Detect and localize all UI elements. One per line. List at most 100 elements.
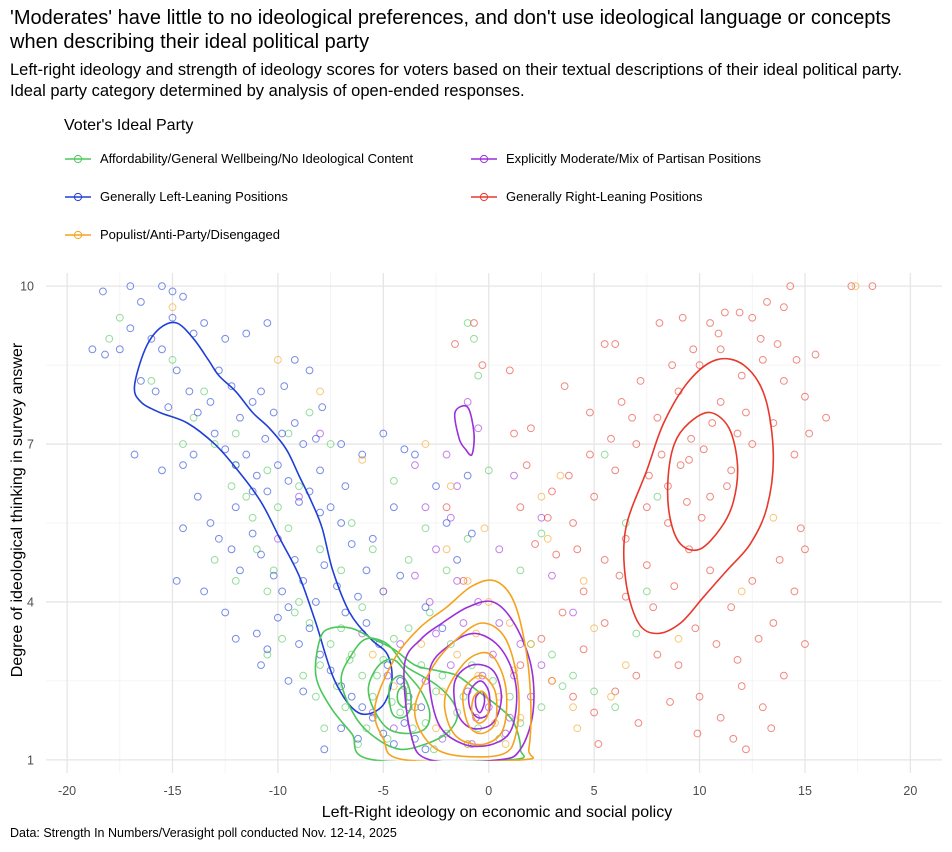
point-generally-right-leaning-positions [779,376,788,385]
point-generally-right-leaning-positions [801,545,809,554]
point-populist [607,692,615,701]
point-generally-right-leaning-positions [691,624,700,633]
point-generally-left-leaning-positions [168,313,177,322]
point-generally-left-leaning-positions [337,724,346,733]
point-populist [358,455,367,464]
point-generally-left-leaning-positions [193,492,202,501]
point-affordability [389,476,398,485]
legend-key-left [65,192,91,202]
chart-subtitle: Left-right ideology and strength of ideo… [10,61,903,100]
point-affordability [358,671,367,680]
point-generally-right-leaning-positions [847,282,856,291]
point-populist [417,640,426,648]
point-explicitly-moderate [432,629,440,638]
contour-explicitly-moderate [474,690,486,714]
point-affordability [337,566,346,575]
point-affordability [168,355,177,364]
point-generally-left-leaning-positions [326,503,335,512]
contour-generally-right-leaning-positions [666,411,739,552]
point-generally-right-leaning-positions [706,492,714,501]
point-populist [543,534,552,543]
point-generally-right-leaning-positions [758,703,767,712]
point-affordability [284,524,293,533]
legend-item-right: Generally Right-Leaning Positions [470,188,703,206]
point-generally-left-leaning-positions [263,645,272,654]
contour-generally-left-leaning-positions [133,321,393,716]
point-generally-left-leaning-positions [248,529,257,538]
point-explicitly-moderate [537,661,546,670]
point-generally-right-leaning-positions [670,582,679,591]
point-explicitly-moderate [453,576,462,585]
point-generally-left-leaning-positions [242,450,251,459]
point-affordability [242,492,251,501]
point-generally-right-leaning-positions [459,576,468,585]
point-generally-right-leaning-positions [666,698,674,706]
point-affordability [231,429,240,438]
point-generally-right-leaning-positions [763,298,771,306]
point-generally-left-leaning-positions [326,666,335,675]
point-generally-left-leaning-positions [280,382,289,391]
point-generally-right-leaning-positions [695,692,704,701]
point-generally-right-leaning-positions [548,487,556,496]
point-generally-left-leaning-positions [299,687,308,696]
point-explicitly-moderate [463,398,472,406]
point-affordability [326,640,335,648]
point-generally-left-leaning-positions [221,445,230,454]
x-tick-label: -5 [378,784,389,798]
point-explicitly-moderate [453,482,462,491]
contour-explicitly-moderate [403,600,535,761]
point-generally-right-leaning-positions [716,398,725,406]
x-axis-title: Left-Right ideology on economic and soci… [322,804,672,821]
point-generally-left-leaning-positions [368,713,377,722]
point-affordability [290,608,299,617]
point-affordability [404,624,413,633]
point-generally-right-leaning-positions [706,566,714,575]
point-generally-right-leaning-positions [611,340,620,348]
point-affordability [269,566,278,575]
point-generally-right-leaning-positions [516,661,525,670]
point-populist [569,703,577,712]
point-generally-left-leaning-positions [305,366,314,375]
x-tick-label: -15 [163,784,181,798]
point-explicitly-moderate [379,587,388,596]
point-explicitly-moderate [474,424,483,433]
point-generally-right-leaning-positions [796,524,805,533]
point-generally-left-leaning-positions [115,345,124,354]
point-populist [737,587,746,596]
point-affordability [463,319,472,327]
point-generally-left-leaning-positions [438,624,447,633]
point-generally-right-leaning-positions [543,513,552,522]
point-generally-left-leaning-positions [136,298,145,306]
density-contours [133,321,775,761]
point-generally-right-leaning-positions [615,571,624,580]
point-affordability [274,503,282,512]
chart-title: 'Moderates' have little to no ideologica… [10,7,891,53]
point-affordability [299,671,308,680]
point-populist [463,576,472,585]
point-generally-left-leaning-positions [400,719,409,727]
point-generally-left-leaning-positions [257,550,265,559]
point-generally-right-leaning-positions [510,429,518,438]
point-generally-left-leaning-positions [417,703,426,712]
point-generally-left-leaning-positions [400,445,409,454]
point-generally-right-leaning-positions [714,329,723,338]
x-tick-label: 5 [591,784,598,798]
point-generally-left-leaning-positions [358,703,367,712]
point-populist [368,650,377,659]
point-affordability [537,703,546,712]
point-generally-left-leaning-positions [193,408,202,417]
point-generally-left-leaning-positions [88,345,97,354]
point-generally-right-leaning-positions [621,534,630,543]
point-generally-right-leaning-positions [756,334,765,343]
point-generally-right-leaning-positions [733,655,742,664]
point-generally-left-leaning-positions [421,603,430,612]
point-generally-left-leaning-positions [278,429,287,438]
point-generally-left-leaning-positions [179,292,187,301]
point-explicitly-moderate [459,619,468,627]
point-affordability [115,313,124,322]
point-generally-left-leaning-positions [252,629,261,638]
contour-populist [373,579,535,761]
point-generally-right-leaning-positions [742,408,750,417]
point-affordability [105,334,114,343]
point-generally-right-leaning-positions [600,619,609,627]
